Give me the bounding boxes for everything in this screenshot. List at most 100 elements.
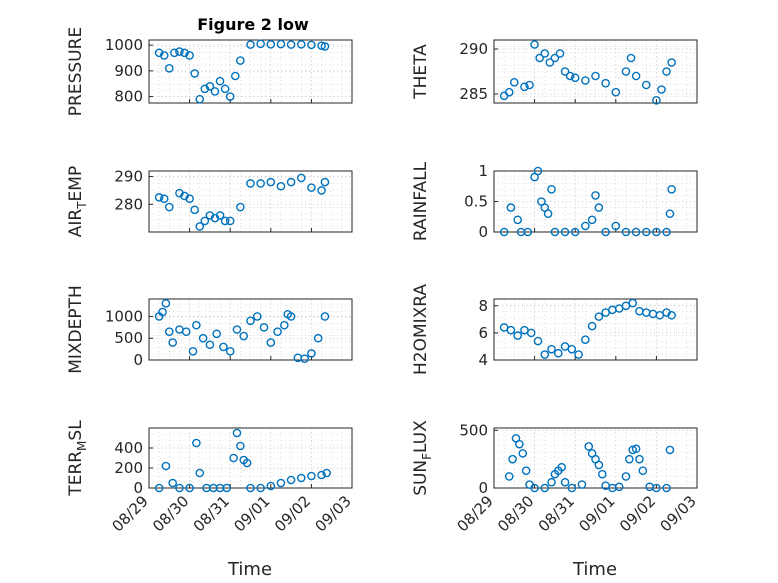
data-point: [591, 191, 600, 200]
data-point: [159, 51, 169, 60]
data-point: [246, 483, 255, 493]
data-point: [625, 454, 634, 464]
data-point: [628, 298, 638, 308]
data-point: [168, 478, 177, 488]
y-tick-label: 500: [459, 421, 488, 439]
y-tick-label: 290: [459, 40, 488, 58]
data-point: [526, 328, 536, 338]
data-point: [635, 454, 644, 464]
data-point: [276, 478, 286, 488]
data-point: [195, 222, 205, 231]
data-point: [665, 209, 675, 218]
data-point: [230, 71, 240, 81]
data-point: [621, 227, 631, 237]
data-point: [175, 47, 184, 56]
data-point: [205, 340, 215, 350]
data-point: [192, 320, 201, 330]
x-tick-label: 08/29: [454, 492, 497, 535]
x-axis-label-left: Time: [227, 559, 272, 580]
data-point: [273, 327, 282, 336]
data-point: [570, 73, 580, 83]
axes-frame: [148, 298, 353, 361]
data-point: [540, 49, 550, 58]
data-point: [652, 227, 661, 237]
axes-frame: [493, 39, 698, 104]
data-point: [506, 325, 516, 335]
data-point: [190, 205, 199, 215]
data-point: [525, 80, 534, 90]
data-point: [506, 203, 516, 212]
axes-frame: [493, 298, 698, 361]
data-point: [584, 442, 594, 451]
data-point: [662, 483, 671, 493]
data-point: [252, 312, 262, 321]
data-point: [667, 184, 676, 194]
y-tick-label: 1: [478, 162, 488, 180]
data-point: [565, 71, 575, 81]
data-point: [200, 84, 210, 94]
data-point: [657, 85, 666, 94]
data-point: [533, 166, 543, 176]
y-tick-label: 8: [478, 297, 488, 315]
data-point: [513, 215, 522, 225]
y-tick-label: 0: [133, 351, 143, 369]
data-point: [280, 320, 289, 330]
data-point: [161, 299, 171, 308]
data-point: [631, 444, 641, 454]
data-point: [533, 336, 543, 346]
data-point: [225, 216, 235, 226]
data-point: [499, 227, 509, 237]
data-point: [296, 473, 306, 483]
y-axis-label: H2OMIXRA: [411, 284, 431, 375]
data-point: [523, 227, 533, 237]
data-point: [597, 469, 607, 479]
y-axis-label: AIRTEMP: [66, 166, 89, 237]
data-point: [307, 471, 316, 481]
data-point: [175, 483, 184, 493]
data-point: [626, 53, 636, 63]
data-point: [648, 309, 658, 319]
data-point: [547, 477, 556, 487]
data-point: [641, 227, 651, 237]
data-point: [286, 475, 296, 485]
data-point: [225, 92, 235, 101]
data-point: [631, 71, 641, 81]
subplot-sun-flux: 0 500 SUNFLUX 08/2908/3008/3109/0109/0209/0…: [411, 420, 700, 536]
y-tick-label: 900: [114, 62, 143, 80]
data-point: [317, 470, 326, 480]
y-tick-label: 0: [478, 223, 488, 241]
data-point: [170, 48, 179, 58]
data-point: [188, 346, 198, 356]
data-point: [545, 58, 555, 67]
data-point: [515, 439, 524, 449]
data-point: [164, 202, 174, 212]
data-point: [594, 312, 604, 321]
data-point: [307, 183, 316, 192]
data-point: [164, 327, 174, 336]
data-point: [547, 344, 556, 354]
data-point: [667, 58, 676, 67]
data-point: [550, 53, 560, 63]
data-point: [601, 227, 610, 237]
data-point: [154, 193, 164, 202]
data-point: [581, 221, 590, 231]
data-point: [614, 482, 624, 492]
data-point: [222, 483, 232, 493]
data-point: [518, 449, 528, 458]
subplot-h2omixra: 4 6 8 H2OMIXRA: [411, 284, 698, 375]
data-point: [567, 483, 577, 493]
x-tick-label: 09/03: [312, 492, 355, 535]
data-point: [667, 310, 676, 320]
data-point: [567, 344, 577, 354]
data-point: [652, 96, 661, 105]
data-point: [540, 483, 550, 493]
data-point: [320, 42, 330, 51]
data-point: [266, 481, 276, 491]
data-point: [195, 94, 205, 104]
y-axis-label: TERRMSL: [66, 420, 89, 497]
x-tick-label: 08/29: [109, 492, 152, 535]
subplot-pressure: 800 900 1000 PRESSURE: [66, 27, 353, 116]
y-tick-label: 1000: [105, 36, 143, 54]
figure-title: Figure 2 low: [197, 15, 309, 34]
data-point: [641, 80, 651, 90]
